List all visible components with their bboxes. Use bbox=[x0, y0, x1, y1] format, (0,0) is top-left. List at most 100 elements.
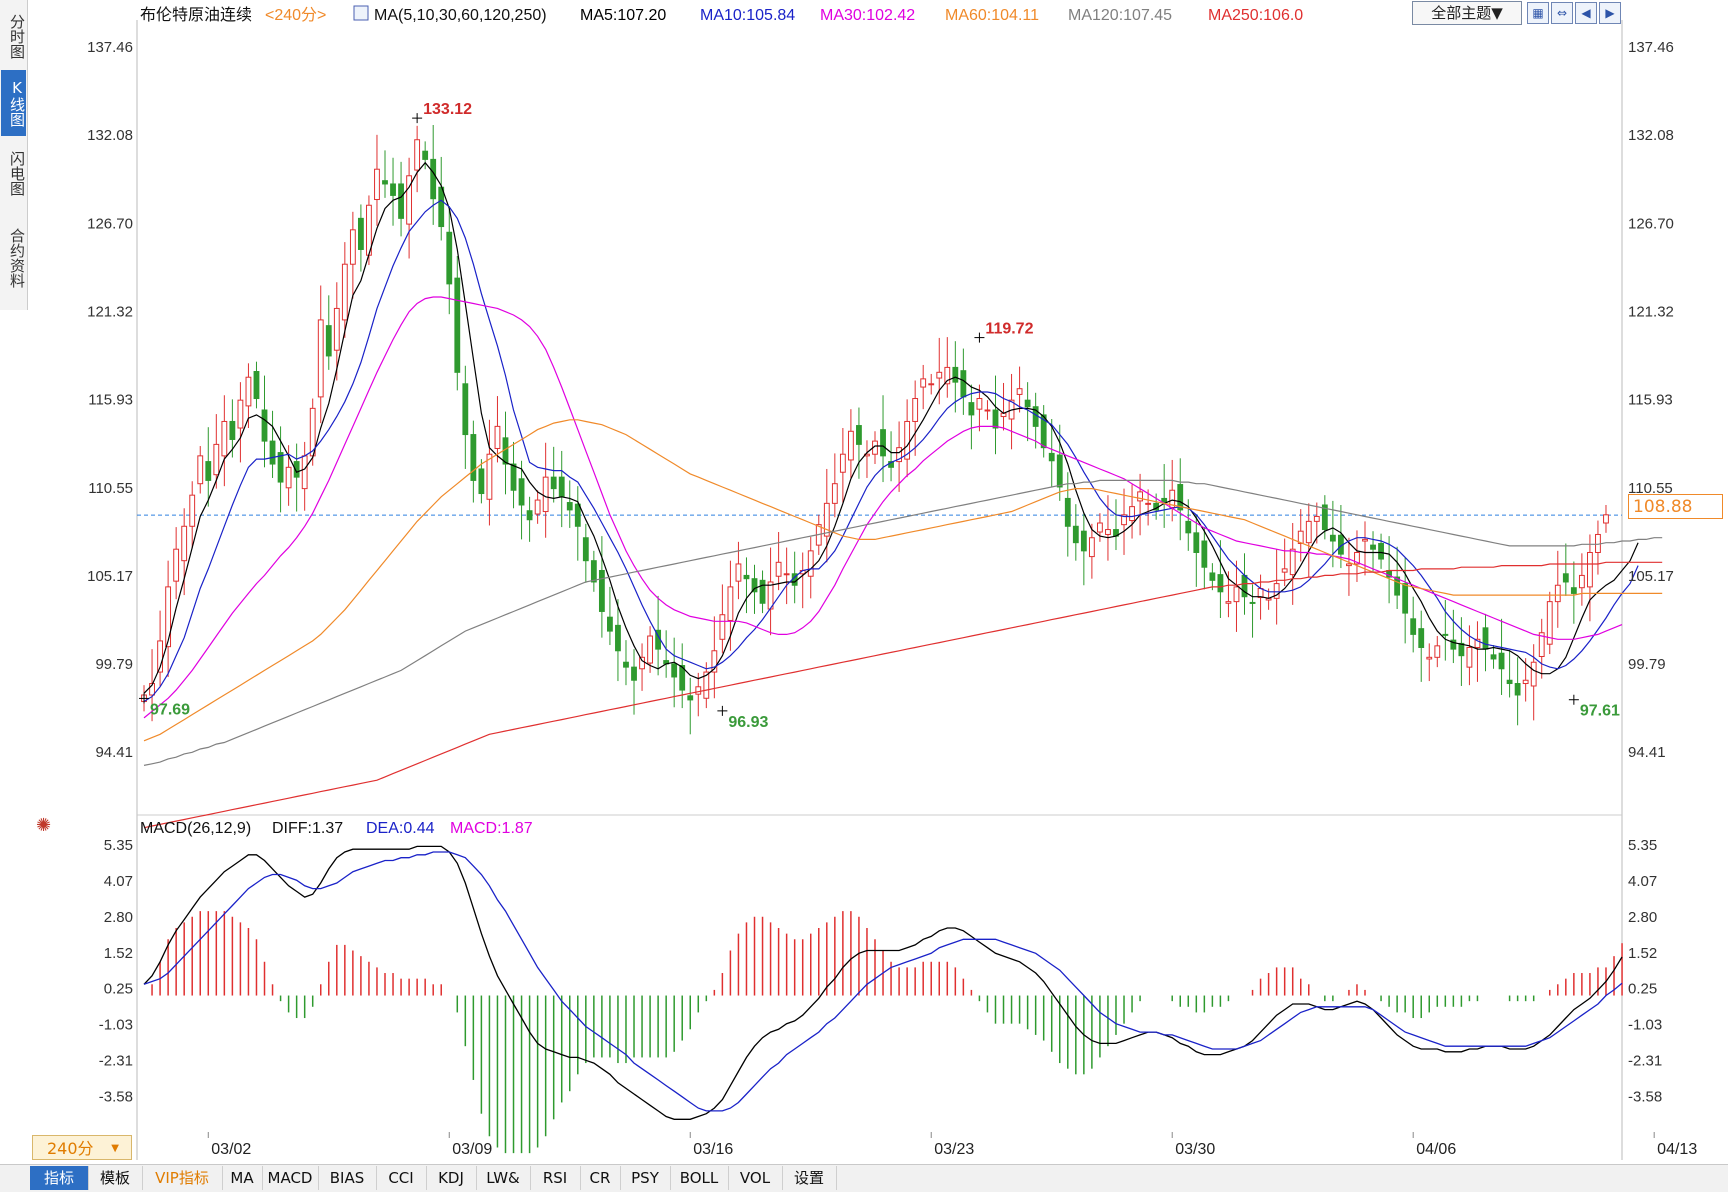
indicator-tab-10[interactable]: CR bbox=[580, 1166, 621, 1190]
candle-down bbox=[454, 277, 461, 373]
indicator-tab-13[interactable]: VOL bbox=[728, 1166, 783, 1190]
candle-up bbox=[1434, 645, 1441, 658]
indicator-tab-12[interactable]: BOLL bbox=[670, 1166, 729, 1190]
side-tab-2[interactable]: 闪电图 bbox=[8, 150, 26, 196]
candle-down bbox=[1442, 633, 1449, 636]
macd-axis-tick-left: -2.31 bbox=[99, 1053, 133, 1070]
price-axis-tick-left: 121.32 bbox=[87, 303, 133, 320]
candle-up bbox=[831, 483, 838, 504]
fit-icon[interactable]: ⇔ bbox=[1551, 2, 1573, 24]
indicator-tab-14[interactable]: 设置 bbox=[782, 1166, 837, 1190]
indicator-tab-3[interactable]: MA bbox=[222, 1166, 263, 1190]
candle-down bbox=[325, 325, 332, 357]
indicator-tab-6[interactable]: CCI bbox=[376, 1166, 427, 1190]
candle-down bbox=[1024, 399, 1031, 408]
current-price-tag: 108.88 bbox=[1628, 494, 1723, 519]
candle-down bbox=[582, 537, 589, 562]
candle-down bbox=[1201, 540, 1208, 568]
candle-down bbox=[1064, 497, 1071, 527]
indicator-tab-0[interactable]: 指标 bbox=[30, 1166, 89, 1190]
candle-down bbox=[1249, 601, 1256, 604]
candle-down bbox=[1161, 497, 1168, 503]
price-axis-tick-right: 99.79 bbox=[1628, 656, 1666, 673]
candle-up bbox=[984, 409, 991, 412]
price-axis-tick-left: 132.08 bbox=[87, 127, 133, 144]
grid-icon[interactable]: ▦ bbox=[1527, 2, 1549, 24]
x-axis-tick-label: 03/02 bbox=[211, 1141, 251, 1158]
ma-value-1: MA10:105.84 bbox=[700, 7, 795, 24]
candle-down bbox=[430, 158, 437, 200]
candle-up bbox=[1546, 601, 1553, 645]
candle-down bbox=[607, 616, 613, 632]
price-axis-tick-left: 137.46 bbox=[87, 39, 133, 56]
price-axis-tick-left: 110.55 bbox=[88, 480, 133, 497]
x-axis-tick-label: 04/13 bbox=[1657, 1141, 1697, 1158]
period-selector[interactable]: 240分 ▼ bbox=[32, 1135, 132, 1160]
price-axis-tick-right: 94.41 bbox=[1628, 744, 1666, 761]
candle-down bbox=[478, 468, 485, 495]
price-axis-tick-left: 126.70 bbox=[87, 215, 133, 232]
ma-line-ma120 bbox=[143, 479, 1663, 766]
candle-down bbox=[1080, 530, 1087, 552]
ma-line-ma5 bbox=[143, 161, 1639, 694]
ma-line-ma30 bbox=[143, 296, 1623, 719]
indicator-tab-4[interactable]: MACD bbox=[262, 1166, 319, 1190]
candle-down bbox=[952, 366, 959, 383]
indicator-tab-8[interactable]: LW& bbox=[476, 1166, 531, 1190]
side-tab-3[interactable]: 合约资料 bbox=[8, 228, 26, 288]
candle-up bbox=[494, 425, 501, 449]
candle-up bbox=[1137, 491, 1143, 502]
candle-up bbox=[1297, 530, 1304, 544]
macd-axis-tick-right: -2.31 bbox=[1628, 1053, 1662, 1070]
indicator-settings-icon[interactable]: ✺ bbox=[36, 815, 52, 836]
axis-labels: 137.46 137.46 132.08 132.08 126.70 126.70 121.… bbox=[87, 39, 1697, 1158]
candle-down bbox=[1418, 628, 1425, 648]
candle-down bbox=[518, 478, 525, 506]
candle-down bbox=[510, 463, 517, 491]
indicator-tab-7[interactable]: KDJ bbox=[426, 1166, 477, 1190]
candle-down bbox=[1506, 679, 1513, 685]
candle-up bbox=[341, 263, 348, 321]
candle-down bbox=[1378, 542, 1384, 560]
price-axis-tick-right: 121.32 bbox=[1628, 303, 1674, 320]
indicator-tab-11[interactable]: PSY bbox=[620, 1166, 671, 1190]
ma-icon bbox=[353, 5, 369, 21]
side-tab-1[interactable]: K线图 bbox=[1, 70, 26, 136]
annotation-label-2: 97.69 bbox=[150, 701, 190, 718]
indicator-tab-1[interactable]: 模板 bbox=[88, 1166, 143, 1190]
candle-down bbox=[470, 434, 477, 481]
period-selector-label: 240分 bbox=[47, 1139, 94, 1158]
candle-up bbox=[1129, 506, 1135, 522]
ma-value-0: MA5:107.20 bbox=[580, 7, 666, 24]
candle-up bbox=[1225, 601, 1232, 604]
candle-up bbox=[157, 640, 163, 673]
candle-down bbox=[1329, 534, 1336, 542]
macd-axis-tick-left: -1.03 bbox=[99, 1017, 133, 1034]
candle-down bbox=[1177, 484, 1184, 511]
macd-axis-tick-right: -1.03 bbox=[1628, 1017, 1662, 1034]
indicator-tab-9[interactable]: RSI bbox=[530, 1166, 581, 1190]
candle-down bbox=[960, 370, 967, 398]
candle-up bbox=[245, 376, 252, 407]
candle-up bbox=[944, 366, 951, 385]
candle-down bbox=[687, 695, 694, 701]
side-tab-0[interactable]: 分时图 bbox=[8, 13, 26, 59]
prev-icon[interactable]: ◀ bbox=[1575, 2, 1597, 24]
candle-down bbox=[526, 510, 533, 521]
candle-down bbox=[1394, 576, 1401, 596]
ma-value-4: MA120:107.45 bbox=[1068, 7, 1172, 24]
candle-down bbox=[1209, 572, 1216, 581]
candle-up bbox=[534, 499, 541, 515]
candle-down bbox=[1048, 452, 1055, 462]
theme-dropdown-button[interactable]: 全部主题▼ bbox=[1412, 1, 1522, 25]
candle-up bbox=[374, 168, 380, 201]
price-axis-tick-right: 126.70 bbox=[1628, 215, 1674, 232]
indicator-tab-2[interactable]: VIP指标 bbox=[142, 1166, 223, 1190]
candle-up bbox=[285, 466, 292, 489]
next-icon[interactable]: ▶ bbox=[1599, 2, 1621, 24]
candle-up bbox=[703, 671, 710, 699]
candle-down bbox=[1570, 587, 1577, 594]
indicator-tab-5[interactable]: BIAS bbox=[318, 1166, 377, 1190]
candle-down bbox=[574, 503, 581, 527]
candle-up bbox=[639, 656, 645, 670]
